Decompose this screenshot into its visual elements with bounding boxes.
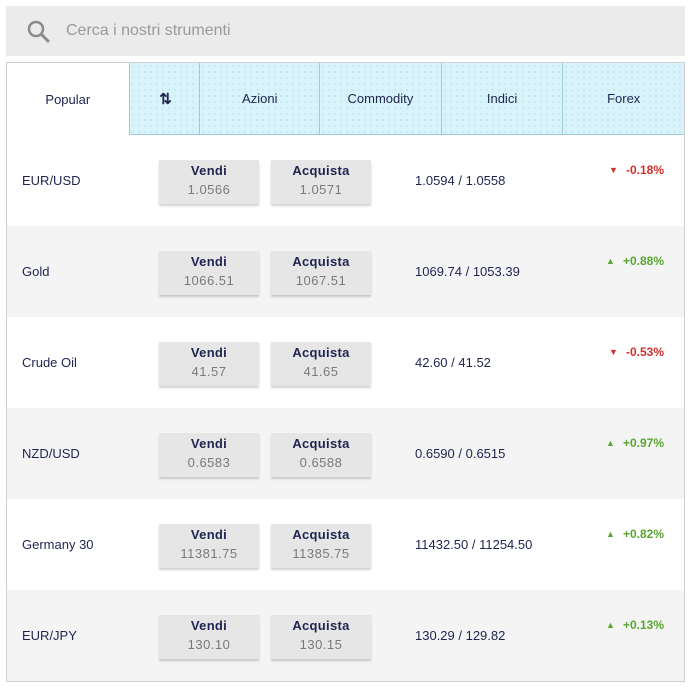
high-low-range: 1.0594 / 1.0558 — [415, 173, 506, 188]
tab-label: Forex — [607, 91, 641, 106]
buy-price: 130.15 — [299, 637, 343, 652]
high-low-range: 1069.74 / 1053.39 — [415, 264, 520, 279]
buy-price: 1067.51 — [295, 273, 347, 288]
instrument-row: Germany 30 Vendi 11381.75 Acquista 11385.7… — [7, 499, 684, 590]
sell-button[interactable]: Vendi 1.0566 — [159, 160, 259, 204]
change-indicator: ▲ +0.82% — [606, 527, 664, 541]
instrument-name[interactable]: NZD/USD — [22, 446, 80, 461]
sell-button[interactable]: Vendi 41.57 — [159, 342, 259, 386]
sell-button[interactable]: Vendi 11381.75 — [159, 524, 259, 568]
high-low-range: 0.6590 / 0.6515 — [415, 446, 506, 461]
buy-button[interactable]: Acquista 1.0571 — [271, 160, 371, 204]
change-value: +0.88% — [622, 254, 664, 268]
change-indicator: ▲ +0.97% — [606, 436, 664, 450]
triangle-up-icon: ▲ — [606, 256, 615, 266]
instrument-name[interactable]: Gold — [22, 264, 50, 279]
sell-label: Vendi — [190, 436, 228, 451]
sell-price: 1.0566 — [187, 182, 231, 197]
instrument-row: EUR/USD Vendi 1.0566 Acquista 1.0571 1.059… — [7, 135, 684, 226]
high-low-range: 42.60 / 41.52 — [415, 355, 491, 370]
buy-button[interactable]: Acquista 130.15 — [271, 615, 371, 659]
change-value: +0.13% — [622, 618, 664, 632]
change-indicator: ▼ -0.18% — [609, 163, 664, 177]
triangle-up-icon: ▲ — [606, 438, 615, 448]
instrument-row: EUR/JPY Vendi 130.10 Acquista 130.15 130.2… — [7, 590, 684, 681]
instrument-row: Crude Oil Vendi 41.57 Acquista 41.65 42.60… — [7, 317, 684, 408]
sell-price: 1066.51 — [183, 273, 235, 288]
change-indicator: ▲ +0.88% — [606, 254, 664, 268]
sell-label: Vendi — [190, 254, 228, 269]
buy-label: Acquista — [292, 163, 350, 178]
instrument-row: NZD/USD Vendi 0.6583 Acquista 0.6588 0.659… — [7, 408, 684, 499]
search-bar[interactable] — [6, 6, 685, 56]
buy-label: Acquista — [292, 618, 350, 633]
instrument-list: EUR/USD Vendi 1.0566 Acquista 1.0571 1.059… — [7, 135, 684, 681]
tab-forex[interactable]: Forex — [562, 63, 684, 135]
buy-button[interactable]: Acquista 11385.75 — [271, 524, 371, 568]
triangle-up-icon: ▲ — [606, 529, 615, 539]
triangle-down-icon: ▼ — [609, 347, 618, 357]
change-value: -0.53% — [625, 345, 664, 359]
tab-sort[interactable]: ⇅ — [128, 63, 200, 135]
tab-label: Commodity — [347, 91, 414, 106]
instrument-row: Gold Vendi 1066.51 Acquista 1067.51 1069.7… — [7, 226, 684, 317]
change-indicator: ▼ -0.53% — [609, 345, 664, 359]
sell-label: Vendi — [190, 163, 228, 178]
category-tabs: Popular ⇅ Azioni Commodity Indici Forex — [7, 63, 684, 135]
sell-price: 11381.75 — [180, 546, 238, 561]
instrument-name[interactable]: EUR/USD — [22, 173, 81, 188]
instruments-panel: Popular ⇅ Azioni Commodity Indici Forex … — [6, 62, 685, 682]
change-value: +0.97% — [622, 436, 664, 450]
buy-label: Acquista — [292, 254, 350, 269]
sell-label: Vendi — [190, 527, 228, 542]
tab-popular[interactable]: Popular — [7, 63, 129, 135]
search-input[interactable] — [66, 22, 626, 40]
sell-price: 130.10 — [187, 637, 231, 652]
sell-button[interactable]: Vendi 1066.51 — [159, 251, 259, 295]
high-low-range: 130.29 / 129.82 — [415, 628, 506, 643]
triangle-down-icon: ▼ — [609, 165, 618, 175]
change-value: -0.18% — [625, 163, 664, 177]
sell-label: Vendi — [190, 618, 228, 633]
tab-indici[interactable]: Indici — [440, 63, 563, 135]
sell-label: Vendi — [190, 345, 228, 360]
search-icon — [27, 20, 50, 43]
buy-label: Acquista — [292, 527, 350, 542]
buy-label: Acquista — [292, 436, 350, 451]
buy-price: 11385.75 — [292, 546, 350, 561]
instrument-name[interactable]: EUR/JPY — [22, 628, 77, 643]
tab-label: Popular — [45, 91, 91, 107]
sell-price: 41.57 — [191, 364, 227, 379]
sell-price: 0.6583 — [187, 455, 231, 470]
change-indicator: ▲ +0.13% — [606, 618, 664, 632]
instrument-name[interactable]: Germany 30 — [22, 537, 94, 552]
buy-button[interactable]: Acquista 1067.51 — [271, 251, 371, 295]
tab-commodity[interactable]: Commodity — [319, 63, 441, 135]
buy-price: 1.0571 — [299, 182, 343, 197]
sort-icon: ⇅ — [159, 90, 172, 108]
buy-button[interactable]: Acquista 0.6588 — [271, 433, 371, 477]
buy-price: 41.65 — [303, 364, 339, 379]
sell-button[interactable]: Vendi 0.6583 — [159, 433, 259, 477]
change-value: +0.82% — [622, 527, 664, 541]
triangle-up-icon: ▲ — [606, 620, 615, 630]
tab-azioni[interactable]: Azioni — [199, 63, 320, 135]
buy-label: Acquista — [292, 345, 350, 360]
tab-label: Azioni — [242, 91, 278, 106]
buy-button[interactable]: Acquista 41.65 — [271, 342, 371, 386]
high-low-range: 11432.50 / 11254.50 — [415, 537, 533, 552]
sell-button[interactable]: Vendi 130.10 — [159, 615, 259, 659]
tab-label: Indici — [486, 91, 518, 106]
instrument-name[interactable]: Crude Oil — [22, 355, 77, 370]
buy-price: 0.6588 — [299, 455, 343, 470]
